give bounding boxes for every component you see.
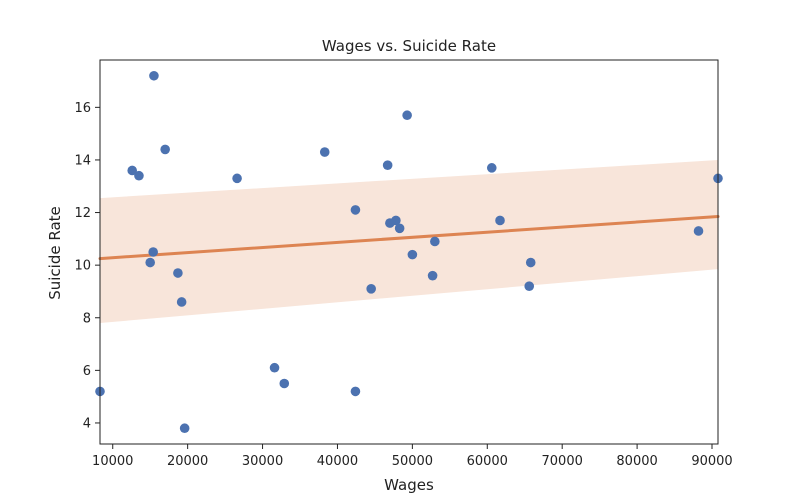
data-point [693, 226, 704, 236]
data-point [524, 281, 535, 291]
data-point [407, 249, 418, 260]
x-tick-label: 60000 [467, 454, 508, 469]
data-point [127, 165, 138, 176]
data-point [279, 378, 290, 389]
data-point [319, 147, 330, 157]
data-point [402, 110, 412, 121]
y-axis-label: Suicide Rate [46, 206, 64, 300]
data-point [173, 268, 183, 278]
data-point [176, 297, 187, 307]
data-point [145, 257, 155, 268]
data-point [495, 215, 505, 226]
y-tick-label: 4 [83, 416, 91, 431]
data-point [430, 236, 440, 247]
data-point [179, 423, 190, 434]
y-tick-label: 16 [74, 101, 91, 116]
plot-frame [99, 59, 719, 445]
data-point [366, 284, 376, 294]
x-tick-label: 10000 [92, 454, 133, 469]
data-point [350, 386, 361, 397]
data-point [427, 270, 438, 281]
data-point [486, 163, 497, 173]
regression-line-layer [98, 214, 720, 261]
x-tick-label: 90000 [691, 454, 732, 469]
point-layer [95, 70, 723, 434]
x-tick-label: 30000 [242, 454, 283, 469]
y-tick-label: 14 [74, 153, 91, 168]
x-tick-label: 80000 [616, 454, 657, 469]
y-tick-label: 10 [74, 259, 91, 274]
data-point [350, 205, 361, 215]
data-point [149, 70, 159, 81]
data-point [232, 173, 242, 184]
data-point [382, 160, 393, 171]
x-axis-label: Wages [384, 476, 434, 494]
confidence-band [100, 159, 718, 324]
y-tick-label: 8 [83, 311, 91, 326]
x-tick-label: 40000 [317, 454, 358, 469]
chart-title: Wages vs. Suicide Rate [322, 37, 496, 55]
data-point [134, 170, 144, 181]
x-tick-label: 50000 [392, 454, 433, 469]
x-tick-label: 70000 [542, 454, 583, 469]
data-point [525, 257, 536, 268]
x-ticks: 10000 20000 30000 40000 50000 60000 70000 80000… [92, 444, 733, 469]
data-point [269, 362, 280, 373]
confidence-band-layer [100, 159, 718, 324]
y-ticks: 4 6 8 10 12 14 16 [74, 101, 100, 431]
regression-line [98, 214, 720, 261]
x-tick-label: 20000 [167, 454, 208, 469]
data-point [391, 215, 401, 226]
y-tick-label: 6 [83, 364, 91, 379]
data-point [148, 247, 158, 257]
data-point [394, 223, 405, 234]
y-tick-label: 12 [74, 206, 91, 221]
data-point [160, 144, 170, 155]
